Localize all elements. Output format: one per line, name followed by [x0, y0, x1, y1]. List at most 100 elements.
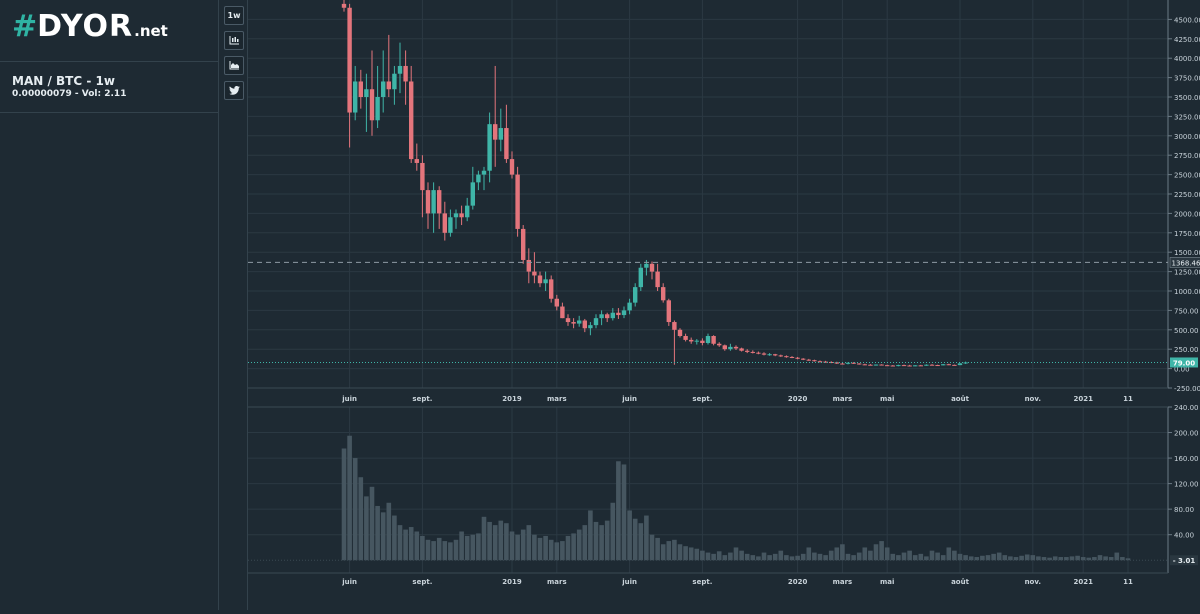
- volume-bar: [1092, 557, 1097, 561]
- interval-button[interactable]: 1w: [224, 6, 244, 25]
- volume-bar: [666, 541, 672, 561]
- volume-bar: [358, 477, 364, 561]
- volume-bar: [1069, 556, 1075, 561]
- candle-body: [801, 358, 806, 360]
- candle-body: [537, 275, 543, 284]
- candle-body: [448, 217, 453, 233]
- candle-body: [493, 124, 498, 140]
- volume-bar: [750, 555, 756, 561]
- candle-body: [543, 279, 548, 284]
- price-tick-label: 2750.00: [1174, 152, 1200, 160]
- volume-bar: [526, 525, 532, 561]
- volume-bar: [756, 556, 761, 561]
- volume-bar: [935, 552, 940, 561]
- volume-pane: - 3.01: [248, 435, 1198, 566]
- volume-x-label: juin: [621, 578, 637, 586]
- volume-tick-label: 120.00: [1174, 481, 1199, 489]
- volume-bar: [974, 557, 980, 561]
- volume-tick-label: 160.00: [1174, 455, 1199, 463]
- volume-bar: [789, 556, 795, 561]
- logo-tld: .net: [134, 22, 168, 40]
- candle-body: [616, 312, 621, 316]
- candle-body: [689, 339, 694, 342]
- last-price-label: 79.00: [1173, 359, 1195, 367]
- dyor-logo[interactable]: # DYOR .net: [12, 12, 168, 46]
- twitter-share-button[interactable]: [224, 81, 244, 100]
- price-x-label: 11: [1123, 395, 1133, 403]
- candle-body: [431, 190, 436, 214]
- area-chart-button[interactable]: [224, 56, 244, 75]
- volume-bar: [420, 535, 425, 561]
- volume-bar: [700, 550, 705, 561]
- volume-x-label: sept.: [412, 578, 432, 586]
- volume-bar: [728, 552, 733, 561]
- logo-name: DYOR: [37, 9, 134, 44]
- price-tick-label: 1750.00: [1174, 230, 1200, 238]
- volume-bar: [448, 542, 453, 561]
- candle-body: [851, 362, 856, 364]
- volume-bar: [1075, 555, 1080, 561]
- volume-bar: [1064, 557, 1069, 561]
- reference-badge: [1169, 257, 1200, 268]
- candle-body: [459, 213, 464, 218]
- candle-body: [773, 354, 778, 356]
- candle-body: [341, 3, 347, 8]
- price-volume-chart[interactable]: -250.00 0.00 250.00 500.00 750.00 1000.00 1250…: [221, 0, 1200, 610]
- price-tick-label: 1500.00: [1174, 249, 1200, 257]
- volume-bar: [604, 520, 610, 561]
- candle-body: [767, 354, 772, 356]
- volume-bar: [1125, 558, 1131, 561]
- volume-bar: [627, 510, 632, 561]
- candle-body: [957, 363, 963, 366]
- last-price-badge: [1170, 357, 1198, 368]
- volume-bar: [464, 535, 470, 561]
- price-x-label: mars: [547, 395, 567, 403]
- volume-bar: [862, 547, 868, 561]
- volume-bar: [599, 525, 604, 561]
- divider: [0, 112, 218, 113]
- candle-body: [677, 329, 683, 337]
- volume-bar: [896, 555, 901, 561]
- volume-bar: [380, 512, 386, 561]
- volume-bar: [1086, 557, 1092, 561]
- volume-bar: [397, 525, 403, 561]
- candle-body: [717, 343, 722, 346]
- candle-body: [414, 159, 419, 163]
- volume-bar: [565, 535, 571, 561]
- volume-bar: [761, 552, 767, 561]
- volume-bar: [1008, 556, 1013, 561]
- price-tick-label: 3750.00: [1174, 75, 1200, 83]
- price-tick-label: 750.00: [1174, 307, 1199, 315]
- volume-bar: [952, 550, 957, 561]
- volume-x-label: 2020: [788, 578, 808, 586]
- volume-bar: [660, 544, 666, 561]
- volume-bar: [1080, 557, 1086, 561]
- candlestick-chart-button[interactable]: [224, 31, 244, 50]
- candle-body: [885, 365, 890, 367]
- pair-price-volume: 0.00000079 - Vol: 2.11: [12, 89, 127, 99]
- volume-bar: [912, 555, 918, 561]
- volume-tick-label: 200.00: [1174, 430, 1199, 438]
- volume-bar: [957, 553, 963, 561]
- candle-body: [918, 365, 923, 367]
- price-tick-label: 0.00: [1174, 366, 1190, 374]
- volume-bar: [963, 555, 968, 561]
- candle-body: [571, 322, 576, 324]
- price-tick-label: 3000.00: [1174, 133, 1200, 141]
- candle-body: [952, 364, 957, 366]
- volume-bar: [560, 541, 565, 561]
- volume-bar: [616, 461, 621, 561]
- volume-bar: [1103, 556, 1108, 561]
- volume-bar: [588, 510, 593, 561]
- candle-body: [907, 365, 912, 367]
- volume-bar: [868, 550, 873, 561]
- candle-body: [420, 162, 425, 191]
- volume-bar: [593, 521, 599, 561]
- candle-body: [829, 362, 834, 364]
- volume-bar: [991, 553, 996, 561]
- candle-body: [588, 325, 593, 329]
- candle-body: [381, 81, 386, 97]
- candle-body: [845, 362, 851, 364]
- candle-body: [761, 353, 767, 355]
- candlestick-chart-icon: [229, 36, 239, 45]
